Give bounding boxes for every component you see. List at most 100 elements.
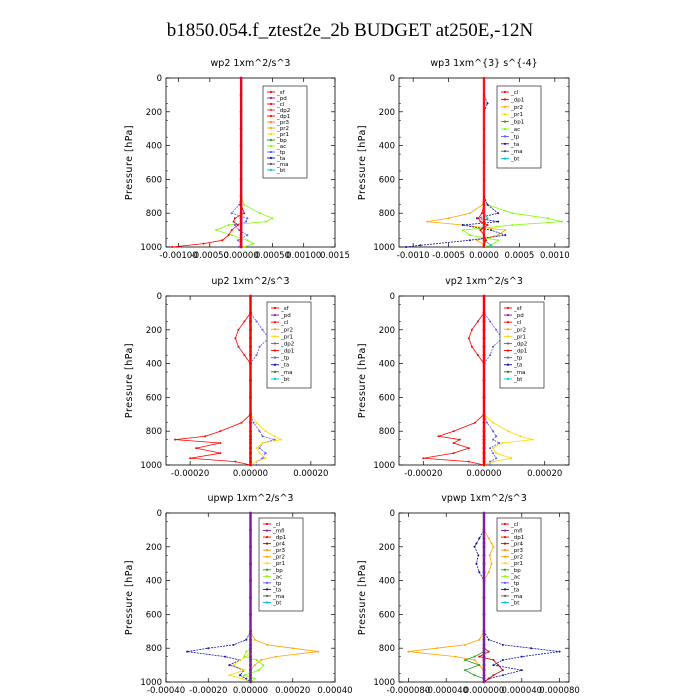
legend-marker (503, 113, 507, 116)
series-marker-cl (485, 239, 488, 242)
series-marker-cl (230, 229, 233, 232)
series-marker-cl (232, 220, 235, 223)
series-marker-dp1 (467, 460, 470, 463)
x-tick-label: 0.0000 (469, 251, 499, 261)
legend-box (496, 517, 542, 612)
legend-marker (269, 162, 273, 166)
x-tick-label: -0.00040 (147, 686, 185, 696)
series-marker-pr1 (264, 457, 267, 460)
series-marker-pr2 (478, 638, 481, 641)
y-tick-label: 800 (379, 427, 395, 437)
series-marker-pr1 (492, 421, 495, 424)
series-marker-ac (253, 677, 256, 680)
series-marker-ta (490, 229, 493, 232)
y-tick-label: 1000 (140, 243, 162, 253)
series-marker-ta (492, 664, 495, 667)
series-marker-bt (490, 244, 493, 247)
legend-entry: _pr2 (276, 126, 289, 132)
series-marker-pr2 (468, 212, 471, 215)
series-marker-ac (265, 220, 268, 223)
series-line-bt (479, 78, 492, 247)
series-marker-pr2 (488, 554, 491, 557)
series-marker-tp (261, 328, 264, 331)
series-marker-cl (243, 212, 246, 215)
series-marker-tp (489, 460, 492, 463)
legend-marker (265, 588, 269, 591)
series-marker-dp1 (476, 320, 479, 323)
y-tick-label: 1000 (140, 678, 162, 688)
series-marker-ac (468, 234, 471, 237)
legend-entry: _pr3 (276, 120, 290, 126)
panel-title: upwp 1xm^2/s^3 (208, 493, 294, 504)
series-line-pr1 (228, 513, 251, 683)
series-marker-tp (492, 438, 495, 441)
legend-marker (503, 529, 507, 532)
series-marker-tp (486, 421, 489, 424)
x-tick-label: 0.00000 (233, 686, 268, 696)
legend-marker (269, 126, 273, 130)
series-marker-ta (486, 102, 489, 105)
series-marker-pr1 (255, 447, 258, 450)
series-marker-tp (261, 457, 264, 460)
x-tick-label: -0.00020 (171, 469, 209, 479)
legend-marker (503, 542, 507, 545)
legend-entry: _pd (276, 96, 287, 102)
legend-entry: _dp1 (280, 349, 294, 355)
legend-marker (503, 522, 507, 526)
legend-marker (503, 555, 507, 558)
series-marker-ta (224, 655, 227, 658)
legend-entry: _pr1 (280, 334, 293, 340)
legend-marker (269, 132, 273, 136)
legend-marker (269, 90, 273, 94)
legend-marker (503, 601, 507, 604)
legend-entry: _bt (276, 168, 286, 174)
legend-marker (506, 313, 510, 317)
series-marker-ta (501, 674, 504, 677)
y-tick-label: 1000 (140, 461, 162, 471)
series-marker-pr2 (274, 655, 277, 658)
legend-entry: _mfl (510, 529, 523, 535)
series-marker-ta (419, 244, 422, 247)
series-marker-pr1 (492, 460, 495, 463)
legend-entry: _sf (276, 90, 286, 96)
series-marker-tp (258, 345, 261, 348)
legend-marker (503, 98, 507, 101)
panel-1: wp3 1xm^{3} s^{-4} Pressure [hPa] 0 200 400 6… (357, 58, 570, 261)
legend-entry: _bt (510, 600, 520, 606)
series-marker-pr1 (273, 435, 276, 438)
legend-marker (503, 150, 507, 153)
series-marker-ac (255, 659, 258, 662)
series-marker-cl (221, 239, 224, 242)
legend-marker (273, 377, 277, 381)
plot-frame (165, 77, 336, 248)
legend-entry: _dp1 (272, 535, 286, 541)
series-marker-ac (461, 229, 464, 232)
series-marker-bp (464, 659, 467, 662)
legend-entry: _sf (280, 306, 290, 312)
y-axis-label: Pressure [hPa] (357, 125, 368, 200)
series-marker-pr2 (475, 239, 478, 242)
legend-entry: _pr1 (272, 561, 285, 567)
legend-marker (506, 328, 510, 331)
panel-title: vp2 1xm^2/s^3 (445, 276, 523, 287)
legend-marker (269, 102, 273, 106)
legend-entry: _pr1 (276, 132, 289, 138)
series-marker-ac (271, 217, 274, 220)
y-tick-label: 400 (146, 577, 162, 587)
legend-marker (265, 581, 269, 584)
x-tick-label: 0.00050 (255, 251, 290, 261)
legend-entry: _ma (510, 149, 522, 155)
legend-entry: _cl (510, 522, 519, 528)
legend-entry: _cl (276, 102, 285, 108)
series-marker-cl (227, 234, 230, 237)
legend-entry: _ac (510, 574, 520, 580)
legend-entry: _ta (272, 587, 281, 593)
legend-marker (269, 120, 273, 124)
series-marker-tp (255, 320, 258, 323)
series-marker-cl (480, 212, 483, 215)
series-marker-dp1 (422, 457, 425, 460)
series-marker-cl (486, 224, 489, 227)
series-marker-cl (233, 217, 236, 220)
legend-marker (503, 157, 507, 160)
legend-entry: _bp (510, 568, 521, 574)
